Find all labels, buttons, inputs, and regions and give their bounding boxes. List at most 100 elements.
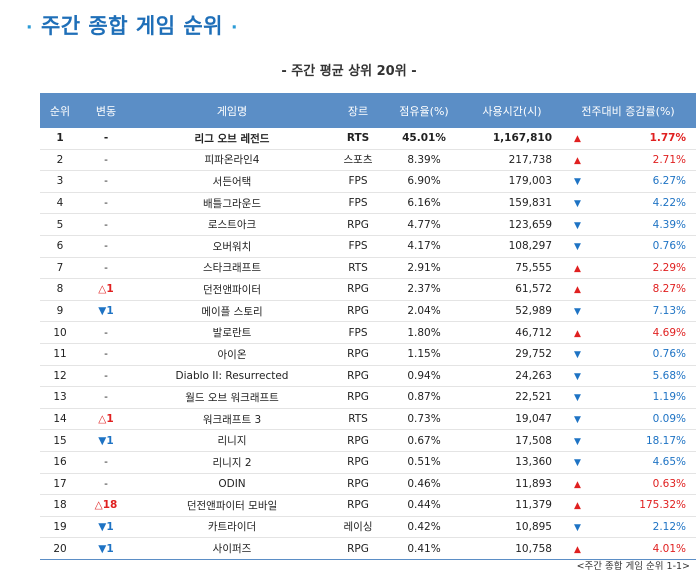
cell-weekly-change: ▲ 175.32% [560, 495, 696, 517]
cell-weekly-change: ▼ 6.27% [560, 171, 696, 193]
title-dot-left: · [26, 18, 33, 38]
trend-down-icon: ▼ [574, 220, 581, 231]
cell-weekly-change: ▲ 4.69% [560, 322, 696, 344]
cell-hours: 24,263 [515, 369, 552, 382]
trend-down-icon: ▼ [574, 199, 581, 210]
cell-rank: 11 [53, 348, 67, 361]
cell-hours: 217,738 [508, 153, 552, 166]
table-row: 5 - 로스트아크 RPG 4.77% 123,659 ▼ 4.39% [40, 214, 696, 236]
cell-hours: 52,989 [515, 305, 552, 318]
cell-weekly-change: ▼ 7.13% [560, 300, 696, 322]
cell-hours: 10,758 [515, 542, 552, 555]
cell-share: 0.87% [407, 391, 441, 404]
weekly-change-value: 4.65% [652, 456, 686, 469]
cell-rank: 16 [53, 456, 67, 469]
cell-hours: 29,752 [515, 348, 552, 361]
cell-genre: 스포츠 [343, 154, 373, 167]
cell-game-name: 리그 오브 레전드 [194, 132, 270, 145]
cell-share: 2.37% [407, 283, 441, 296]
cell-change: ▼1 [98, 434, 114, 447]
table-caption: <주간 종합 게임 순위 1-1> [576, 561, 690, 572]
cell-genre: FPS [348, 175, 368, 188]
cell-share: 6.16% [407, 197, 441, 210]
cell-share: 0.42% [407, 520, 441, 533]
cell-genre: RPG [347, 456, 369, 469]
cell-share: 1.80% [407, 326, 441, 339]
trend-up-icon: ▲ [574, 501, 581, 512]
cell-game-name: 오버워치 [212, 240, 252, 253]
weekly-change-value: 4.01% [652, 542, 686, 555]
cell-rank: 10 [53, 326, 67, 339]
cell-rank: 8 [56, 283, 64, 296]
ranking-table: 순위 변동 게임명 장르 점유율(%) 사용시간(시) 전주대비 증감률(%) … [40, 93, 696, 560]
cell-hours: 1,167,810 [492, 132, 552, 145]
cell-change: - [104, 240, 108, 253]
cell-rank: 20 [53, 542, 67, 555]
trend-up-icon: ▲ [574, 263, 581, 274]
table-row: 16 - 리니지 2 RPG 0.51% 13,360 ▼ 4.65% [40, 451, 696, 473]
trend-down-icon: ▼ [574, 436, 581, 447]
cell-share: 2.91% [407, 261, 441, 274]
cell-genre: RPG [347, 477, 369, 490]
cell-weekly-change: ▼ 0.09% [560, 408, 696, 430]
cell-hours: 11,893 [515, 477, 552, 490]
cell-game-name: 리니지 2 [212, 456, 252, 469]
cell-change: - [104, 369, 108, 382]
trend-up-icon: ▲ [574, 328, 581, 339]
cell-share: 0.46% [407, 477, 441, 490]
cell-game-name: 서든어택 [212, 175, 252, 188]
table-row: 9 ▼1 메이플 스토리 RPG 2.04% 52,989 ▼ 7.13% [40, 300, 696, 322]
cell-rank: 19 [53, 520, 67, 533]
table-row: 19 ▼1 카트라이더 레이싱 0.42% 10,895 ▼ 2.12% [40, 516, 696, 538]
table-row: 1 - 리그 오브 레전드 RTS 45.01% 1,167,810 ▲ 1.77% [40, 128, 696, 150]
cell-rank: 14 [53, 413, 67, 426]
table-row: 7 - 스타크래프트 RTS 2.91% 75,555 ▲ 2.29% [40, 257, 696, 279]
cell-hours: 13,360 [515, 456, 552, 469]
cell-share: 0.94% [407, 369, 441, 382]
cell-change: - [104, 348, 108, 361]
cell-genre: FPS [348, 240, 368, 253]
cell-game-name: 아이온 [217, 348, 247, 361]
trend-up-icon: ▲ [574, 134, 581, 145]
cell-genre: RTS [348, 413, 368, 426]
cell-share: 45.01% [402, 132, 446, 145]
table-row: 15 ▼1 리니지 RPG 0.67% 17,508 ▼ 18.17% [40, 430, 696, 452]
cell-game-name: 발로란트 [212, 327, 252, 340]
cell-game-name: 배틀그라운드 [203, 197, 261, 210]
weekly-change-value: 5.68% [652, 369, 686, 382]
trend-down-icon: ▼ [574, 415, 581, 426]
cell-genre: RPG [347, 218, 369, 231]
cell-change: △18 [94, 499, 118, 512]
cell-rank: 4 [56, 197, 64, 210]
header-hours: 사용시간(시) [464, 93, 560, 128]
cell-game-name: 리니지 [217, 435, 247, 448]
cell-hours: 17,508 [515, 434, 552, 447]
cell-game-name: 워크래프트 3 [202, 413, 262, 426]
cell-genre: RPG [347, 434, 369, 447]
cell-weekly-change: ▼ 4.39% [560, 214, 696, 236]
cell-change: - [104, 197, 108, 210]
weekly-change-value: 4.22% [652, 197, 686, 210]
cell-weekly-change: ▲ 4.01% [560, 538, 696, 560]
weekly-change-value: 0.76% [652, 348, 686, 361]
cell-change: - [104, 153, 108, 166]
cell-rank: 3 [56, 175, 64, 188]
table-row: 8 △1 던전앤파이터 RPG 2.37% 61,572 ▲ 8.27% [40, 279, 696, 301]
table-row: 14 △1 워크래프트 3 RTS 0.73% 19,047 ▼ 0.09% [40, 408, 696, 430]
cell-share: 1.15% [407, 348, 441, 361]
cell-change: △1 [98, 413, 114, 426]
header-game-name: 게임명 [132, 93, 332, 128]
cell-hours: 22,521 [515, 391, 552, 404]
weekly-change-value: 2.71% [652, 153, 686, 166]
table-row: 20 ▼1 사이퍼즈 RPG 0.41% 10,758 ▲ 4.01% [40, 538, 696, 560]
title-dot-right: · [230, 18, 238, 38]
table-row: 4 - 배틀그라운드 FPS 6.16% 159,831 ▼ 4.22% [40, 192, 696, 214]
weekly-change-value: 2.29% [652, 261, 686, 274]
cell-hours: 159,831 [508, 197, 552, 210]
table-header-row: 순위 변동 게임명 장르 점유율(%) 사용시간(시) 전주대비 증감률(%) [40, 93, 696, 128]
cell-change: ▼1 [98, 520, 114, 533]
cell-change: - [104, 261, 108, 274]
weekly-change-value: 2.12% [652, 520, 686, 533]
cell-rank: 12 [53, 369, 67, 382]
page-title: · 주간 종합 게임 순위 · [18, 10, 246, 40]
